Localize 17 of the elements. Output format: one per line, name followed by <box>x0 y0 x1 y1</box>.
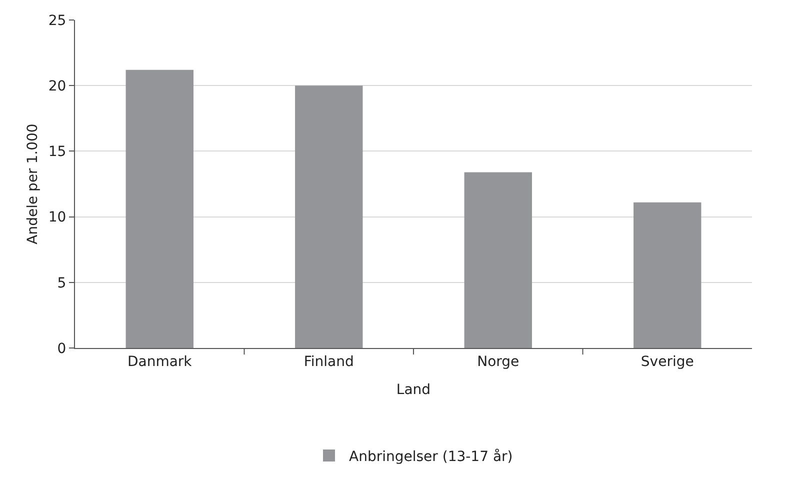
x-tick-label: Danmark <box>127 354 193 370</box>
y-tick-label: 5 <box>57 275 66 292</box>
x-tick-label: Norge <box>477 354 520 370</box>
x-axis-title: Land <box>396 382 431 398</box>
y-tick-label: 15 <box>48 144 66 160</box>
bar <box>295 86 363 348</box>
legend-label: Anbringelser (13-17 år) <box>349 448 513 465</box>
bar <box>126 70 194 348</box>
y-axis-title: Andele per 1.000 <box>25 124 41 244</box>
x-tick-label: Finland <box>304 354 354 370</box>
bar <box>634 202 702 348</box>
y-tick-label: 25 <box>48 12 66 29</box>
y-tick-label: 10 <box>48 210 66 226</box>
x-tick-label: Sverige <box>640 354 694 370</box>
bar <box>464 172 532 348</box>
y-tick-label: 20 <box>48 78 66 94</box>
y-tick-label: 0 <box>57 340 66 357</box>
